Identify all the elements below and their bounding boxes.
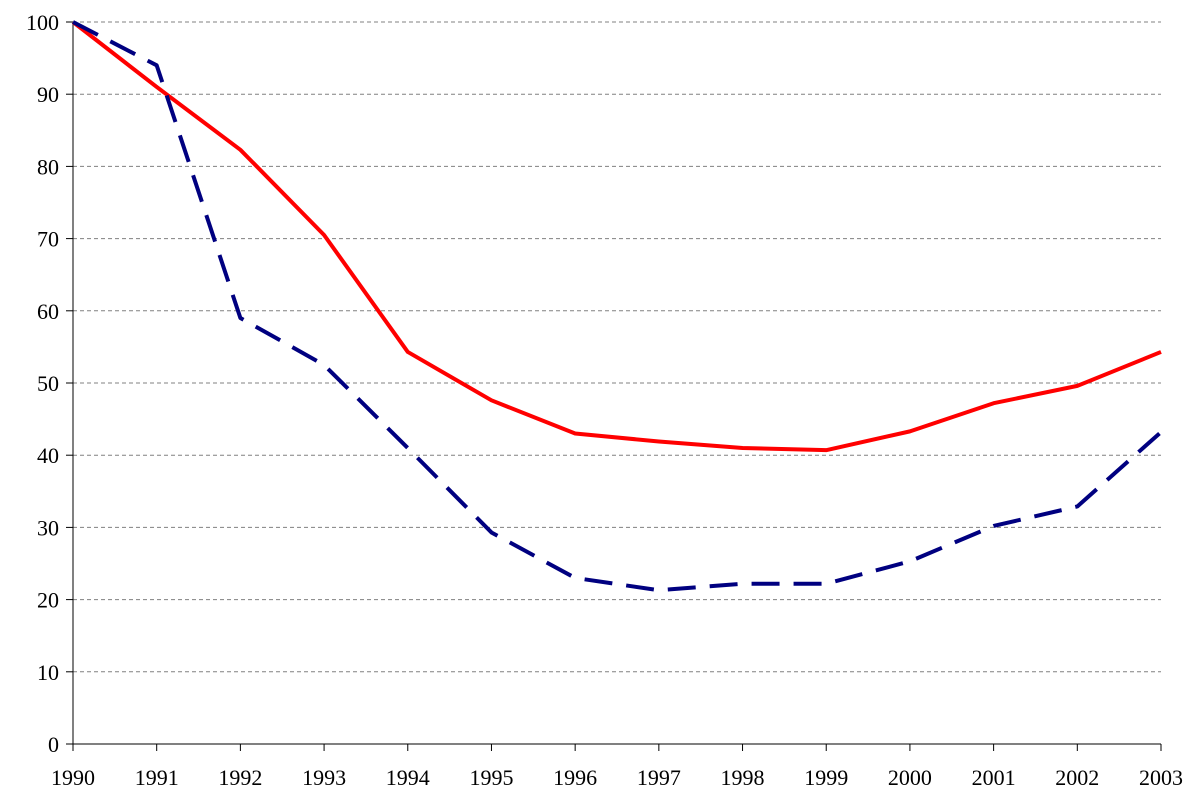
x-tick-label: 2000	[888, 765, 932, 790]
x-tick-label: 1992	[218, 765, 262, 790]
y-tick-label: 50	[37, 371, 59, 396]
x-tick-label: 1990	[51, 765, 95, 790]
line-series	[71, 20, 1162, 453]
y-tick-label: 80	[37, 154, 59, 179]
x-tick-label: 1997	[637, 765, 681, 790]
y-tick-label: 20	[37, 588, 59, 613]
y-tick-label: 30	[37, 515, 59, 540]
x-tick-label: 2001	[972, 765, 1016, 790]
x-tick-label: 1994	[386, 765, 430, 790]
y-tick-label: 70	[37, 227, 59, 252]
x-tick-label: 2003	[1139, 765, 1183, 790]
y-tick-label: 0	[48, 732, 59, 757]
x-tick-label: 1996	[553, 765, 597, 790]
line-series	[72, 20, 1163, 593]
y-tick-label: 10	[37, 660, 59, 685]
x-tick-label: 2002	[1055, 765, 1099, 790]
x-tick-label: 1998	[721, 765, 765, 790]
x-tick-label: 1995	[469, 765, 513, 790]
x-tick-label: 1993	[302, 765, 346, 790]
x-tick-label: 1999	[804, 765, 848, 790]
y-tick-label: 60	[37, 299, 59, 324]
y-tick-label: 100	[26, 10, 59, 35]
y-tick-label: 40	[37, 443, 59, 468]
y-tick-label: 90	[37, 82, 59, 107]
x-tick-label: 1991	[135, 765, 179, 790]
